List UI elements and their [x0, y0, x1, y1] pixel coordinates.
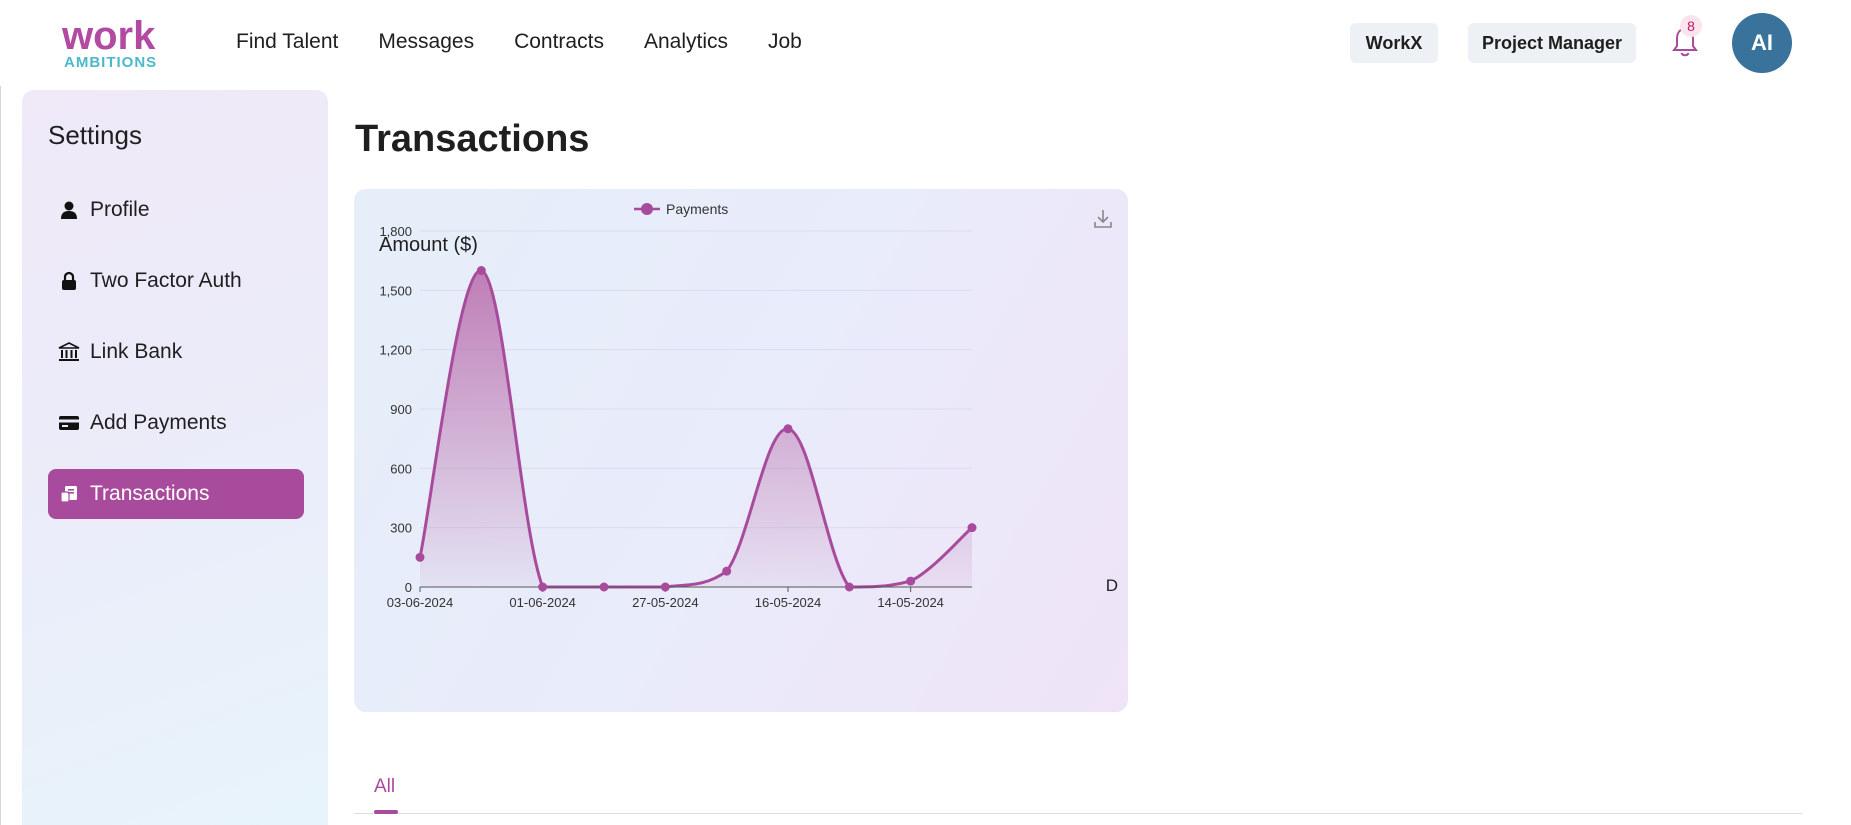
data-point[interactable]: [783, 424, 793, 434]
user-icon: [56, 197, 82, 223]
page-title: Transactions: [355, 118, 590, 160]
y-tick-label: 600: [390, 461, 412, 476]
y-tick-label: 900: [390, 402, 412, 417]
x-tick-label: 14-05-2024: [877, 595, 944, 610]
brand-logo[interactable]: work AMBITIONS: [62, 16, 178, 72]
avatar[interactable]: AI: [1732, 13, 1792, 73]
legend-label: Payments: [666, 201, 728, 217]
window-border: [0, 0, 1, 825]
sidebar-item-label: Profile: [90, 198, 150, 221]
sidebar-item-label: Add Payments: [90, 411, 227, 434]
notification-badge: 8: [1680, 15, 1702, 37]
sidebar-item-label: Transactions: [90, 482, 210, 505]
sidebar-title: Settings: [48, 120, 142, 150]
x-tick-label: 16-05-2024: [755, 595, 822, 610]
logo-wordmark: work: [62, 14, 156, 58]
x-tick-label: 01-06-2024: [509, 595, 576, 610]
sidebar-item-two-factor-auth[interactable]: Two Factor Auth: [48, 256, 304, 306]
receipt-icon: [56, 481, 82, 507]
download-icon[interactable]: [1094, 210, 1112, 228]
payments-area-chart: 0 300 600 900 1,200 1,500 1,800 03-06-2024 01-06…: [379, 201, 1118, 610]
y-axis-title: Amount ($): [379, 234, 478, 256]
y-tick-label: 1,800: [379, 224, 412, 239]
x-tick-label: 27-05-2024: [632, 595, 699, 610]
y-tick-label: 1,500: [379, 283, 412, 298]
y-tick-label: 0: [405, 580, 412, 595]
data-point[interactable]: [722, 566, 732, 576]
top-header: work AMBITIONS Find Talent Messages Cont…: [0, 0, 1851, 86]
data-point[interactable]: [476, 266, 486, 276]
x-tick-label: 03-06-2024: [387, 595, 454, 610]
series-area-payments: [420, 270, 972, 587]
sidebar-item-link-bank[interactable]: Link Bank: [48, 327, 304, 377]
main-nav: Find Talent Messages Contracts Analytics…: [236, 30, 802, 54]
credit-card-icon: [56, 410, 82, 436]
y-tick-label: 300: [390, 521, 412, 536]
legend-swatch-marker: [641, 203, 653, 215]
role-switch-button[interactable]: Project Manager: [1468, 23, 1636, 63]
data-point[interactable]: [906, 576, 916, 586]
data-point[interactable]: [599, 582, 609, 592]
nav-job[interactable]: Job: [767, 30, 802, 53]
active-tab-indicator: [374, 810, 398, 814]
y-tick-label: 1,200: [379, 343, 412, 358]
nav-messages[interactable]: Messages: [378, 30, 475, 53]
transactions-chart-card: 0 300 600 900 1,200 1,500 1,800 03-06-2024 01-06…: [354, 189, 1128, 712]
lock-icon: [56, 268, 82, 294]
sidebar-item-transactions[interactable]: Transactions: [48, 469, 304, 519]
settings-sidebar: Settings Profile Two Factor Auth Link Ba…: [22, 90, 328, 825]
sidebar-item-profile[interactable]: Profile: [48, 185, 304, 235]
data-point[interactable]: [415, 552, 425, 562]
legend-payments[interactable]: Payments: [634, 201, 728, 217]
tab-all[interactable]: All: [374, 776, 396, 797]
sidebar-item-label: Two Factor Auth: [90, 269, 242, 292]
data-point[interactable]: [967, 523, 977, 533]
data-point[interactable]: [660, 582, 670, 592]
nav-analytics[interactable]: Analytics: [643, 30, 728, 53]
transactions-tabs: All: [354, 770, 1802, 814]
nav-contracts[interactable]: Contracts: [514, 30, 604, 53]
bank-icon: [56, 339, 82, 365]
data-point[interactable]: [844, 582, 854, 592]
sidebar-item-label: Link Bank: [90, 340, 183, 363]
data-point[interactable]: [538, 582, 548, 592]
sidebar-item-add-payments[interactable]: Add Payments: [48, 398, 304, 448]
logo-subtitle: AMBITIONS: [64, 54, 158, 71]
x-tick-label-truncated: D: [1106, 576, 1118, 595]
workspace-button[interactable]: WorkX: [1350, 23, 1438, 63]
nav-find-talent[interactable]: Find Talent: [236, 30, 339, 53]
